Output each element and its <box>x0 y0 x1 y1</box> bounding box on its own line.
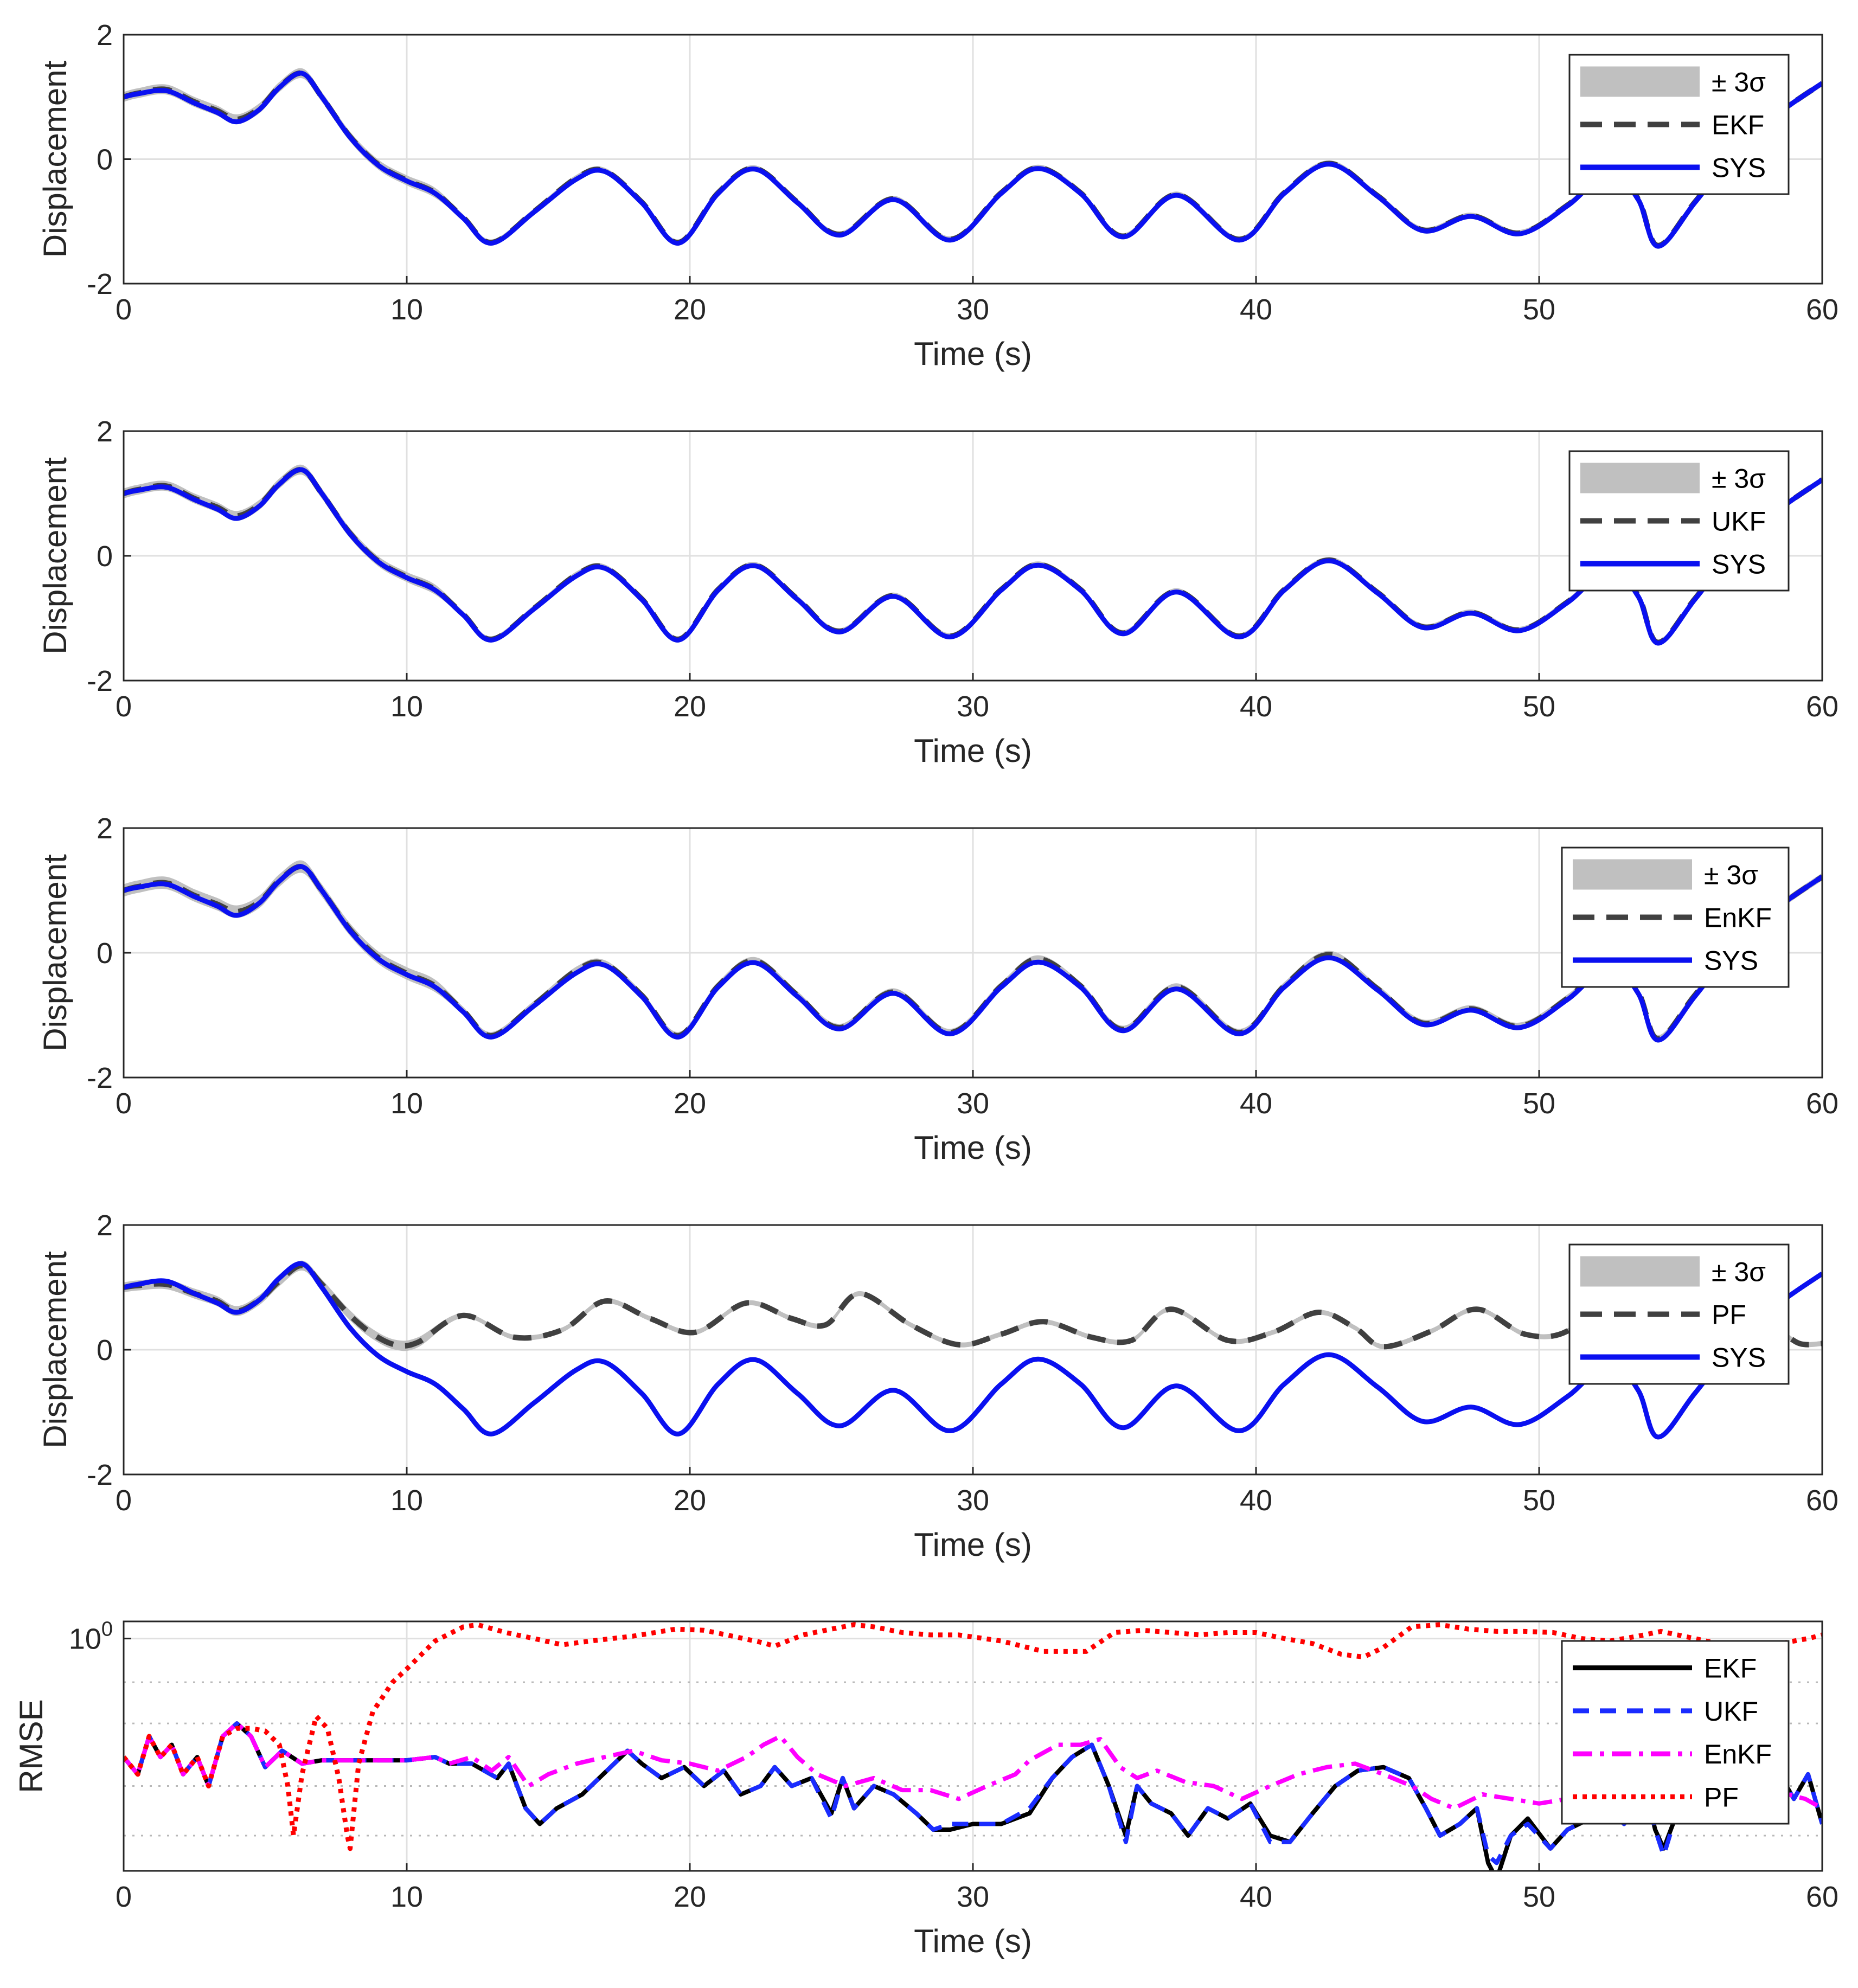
legend-label: PF <box>1704 1782 1739 1812</box>
x-tick-label: 10 <box>390 1087 423 1120</box>
y-tick-label: -2 <box>87 665 113 697</box>
x-tick-label: 10 <box>390 1881 423 1913</box>
x-tick-label: 30 <box>957 690 989 723</box>
y-axis-label: Displacement <box>37 457 73 655</box>
x-tick-label: 20 <box>674 1484 706 1517</box>
x-tick-label: 60 <box>1806 690 1838 723</box>
series-group <box>124 464 1822 646</box>
legend-label: EnKF <box>1704 1739 1772 1769</box>
x-tick-label: 50 <box>1523 293 1555 326</box>
legend-label: EnKF <box>1704 903 1772 933</box>
x-tick-label: 60 <box>1806 293 1838 326</box>
x-axis-label: Time (s) <box>914 1527 1032 1563</box>
x-tick-label: 30 <box>957 1881 989 1913</box>
legend-label: UKF <box>1712 506 1766 537</box>
legend-swatch-band <box>1580 463 1700 493</box>
x-tick-label: 50 <box>1523 1881 1555 1913</box>
y-tick-label: 2 <box>97 415 113 448</box>
y-axis-label: Displacement <box>37 854 73 1051</box>
x-tick-label: 40 <box>1240 690 1272 723</box>
y-tick-label: 2 <box>97 19 113 52</box>
rmse-line-enkf <box>124 1721 1822 1811</box>
y-axis-label: Displacement <box>37 60 73 258</box>
series-group <box>124 1622 1822 1871</box>
axes-frame <box>123 430 1823 682</box>
legend-label: SYS <box>1712 153 1766 183</box>
legend-label: EKF <box>1704 1653 1757 1684</box>
rmse-line-ekf <box>124 1721 1822 1871</box>
x-tick-label: 40 <box>1240 1881 1272 1913</box>
x-tick-label: 30 <box>957 1484 989 1517</box>
x-tick-label: 20 <box>674 1087 706 1120</box>
x-tick-label: 50 <box>1523 690 1555 723</box>
legend-swatch-band <box>1573 859 1692 890</box>
series-group <box>124 68 1822 249</box>
axes-frame <box>123 1224 1823 1476</box>
y-tick-label: -2 <box>87 1062 113 1094</box>
y-tick-label: 2 <box>97 1209 113 1242</box>
x-tick-label: 40 <box>1240 1087 1272 1120</box>
y-tick-exponent: 0 <box>101 1618 113 1641</box>
axes-frame <box>123 1620 1823 1872</box>
legend-label: ± 3σ <box>1712 464 1766 494</box>
x-tick-label: 10 <box>390 690 423 723</box>
y-tick-label: 2 <box>97 812 113 845</box>
sys-line <box>124 1261 1822 1440</box>
x-tick-label: 20 <box>674 293 706 326</box>
x-tick-label: 30 <box>957 1087 989 1120</box>
y-tick-base: 10 <box>69 1623 101 1656</box>
rmse-line-pf <box>124 1622 1822 1851</box>
axes-frame <box>123 827 1823 1079</box>
x-tick-label: 0 <box>116 293 132 326</box>
x-axis-label: Time (s) <box>914 733 1032 769</box>
x-tick-label: 10 <box>390 1484 423 1517</box>
x-tick-label: 60 <box>1806 1484 1838 1517</box>
legend-swatch-band <box>1580 1256 1700 1287</box>
x-tick-label: 0 <box>116 1484 132 1517</box>
legend-label: SYS <box>1712 1343 1766 1373</box>
legend-label: SYS <box>1712 549 1766 580</box>
legend-box <box>1561 1640 1790 1825</box>
legend-label: SYS <box>1704 946 1758 976</box>
x-tick-label: 0 <box>116 1881 132 1913</box>
x-tick-label: 10 <box>390 293 423 326</box>
x-tick-label: 0 <box>116 1087 132 1120</box>
y-tick-label: -2 <box>87 1459 113 1491</box>
sys-line <box>124 467 1822 646</box>
x-tick-label: 60 <box>1806 1881 1838 1913</box>
x-tick-label: 40 <box>1240 293 1272 326</box>
x-tick-label: 30 <box>957 293 989 326</box>
x-axis-label: Time (s) <box>914 1130 1032 1166</box>
y-tick-label: 0 <box>97 1334 113 1367</box>
legend-label: ± 3σ <box>1704 860 1758 890</box>
legend-label: PF <box>1712 1300 1746 1330</box>
x-tick-label: 50 <box>1523 1087 1555 1120</box>
sys-line <box>124 70 1822 249</box>
sys-line <box>124 864 1822 1043</box>
x-axis-label: Time (s) <box>914 1923 1032 1959</box>
x-tick-label: 40 <box>1240 1484 1272 1517</box>
x-axis-label: Time (s) <box>914 336 1032 372</box>
x-tick-label: 60 <box>1806 1087 1838 1120</box>
legend-label: ± 3σ <box>1712 1257 1766 1287</box>
y-axis-label: RMSE <box>13 1699 49 1793</box>
legend-label: ± 3σ <box>1712 67 1766 98</box>
axes-frame <box>123 34 1823 285</box>
series-group <box>124 1260 1822 1440</box>
x-tick-label: 50 <box>1523 1484 1555 1517</box>
legend-swatch-band <box>1580 66 1700 97</box>
y-tick-label: 0 <box>97 144 113 176</box>
x-tick-label: 0 <box>116 690 132 723</box>
x-tick-label: 20 <box>674 690 706 723</box>
y-tick-label: 0 <box>97 937 113 970</box>
y-tick-label: 0 <box>97 540 113 573</box>
y-axis-label: Displacement <box>37 1251 73 1448</box>
legend-label: UKF <box>1704 1696 1758 1727</box>
legend-label: EKF <box>1712 110 1764 140</box>
series-group <box>124 860 1822 1043</box>
x-tick-label: 20 <box>674 1881 706 1913</box>
y-tick-label: -2 <box>87 268 113 300</box>
y-tick-label: 100 <box>69 1618 113 1656</box>
